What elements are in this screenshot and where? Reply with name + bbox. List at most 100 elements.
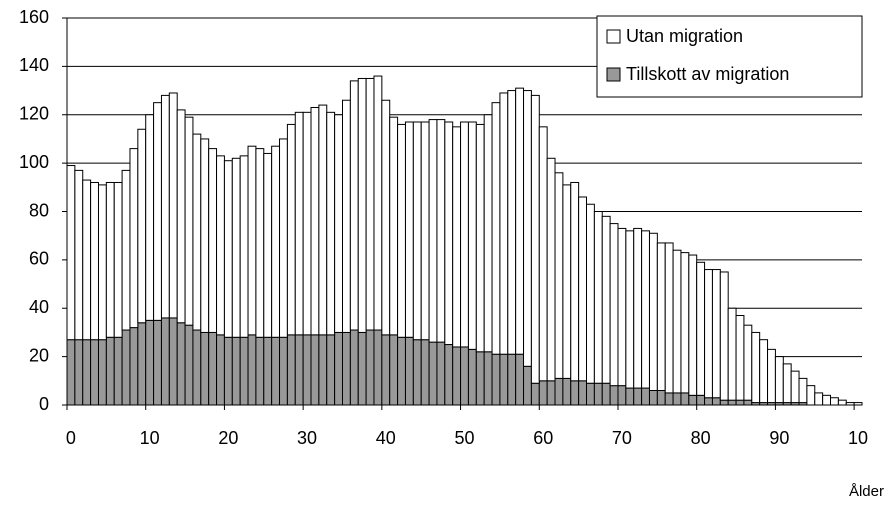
bar-segment [279,336,288,406]
bar-segment [82,339,92,406]
x-tick-label: 90 [769,428,789,448]
bar-segment [318,104,328,336]
x-tick-label: 80 [691,428,711,448]
bar-segment [208,148,218,333]
x-tick-label: 70 [612,428,632,448]
bar-segment [428,119,438,343]
bar-segment [727,307,737,401]
bar-segment [711,397,721,406]
bar-segment [491,102,501,355]
bar-segment [625,387,635,406]
x-tick-label: 50 [454,428,474,448]
bar-segment [231,336,241,406]
bar-segment [751,331,761,404]
bar-segment [279,138,288,338]
bar-segment [216,155,225,336]
bar-segment [192,329,202,406]
bar-segment [153,102,162,321]
bar-segment [153,319,162,406]
bar-segment [373,75,383,331]
bar-segment [460,121,469,348]
bar-segment [562,184,572,379]
x-tick-label: 60 [533,428,553,448]
bar-segment [719,399,729,406]
bar-segment [680,392,690,406]
bar-segment [735,399,745,406]
bar-segment [310,334,320,406]
x-tick-label: 10 [848,428,868,448]
bar-segment [570,380,580,406]
bar-segment [609,223,619,387]
bar-segment [397,123,406,338]
bar-segment [404,121,414,338]
bar-segment [759,339,769,404]
bar-segment [137,322,147,406]
bar-segment [806,385,816,406]
bar-segment [341,331,351,406]
bar-segment [436,341,446,406]
bar-segment [389,116,399,336]
bar-segment [593,211,603,384]
bar-segment [507,90,517,355]
bar-segment [586,203,595,384]
bar-segment [192,133,202,331]
bar-segment [168,92,178,319]
bar-segment [475,351,485,406]
bar-segment [727,399,737,406]
bar-segment [286,334,296,406]
bar-segment [389,334,399,406]
bar-segment [381,99,391,336]
bar-segment [617,385,627,406]
y-tick-label: 80 [29,200,49,220]
bar-segment [263,336,273,406]
bar-segment [633,387,643,406]
bar-segment [184,324,194,406]
bar-segment [530,382,540,406]
x-tick-label: 0 [66,428,76,448]
bar-segment [294,111,304,336]
bar-segment [704,397,713,406]
bar-segment [664,242,674,394]
bar-segment [601,215,611,384]
bar-segment [538,380,548,406]
bar-segment [790,370,800,404]
bar-segment [452,126,462,348]
bar-segment [688,254,698,396]
x-tick-label: 10 [140,428,160,448]
bar-segment [381,334,391,406]
bar-segment [145,319,155,406]
bar-segment [113,336,123,406]
bar-segment [814,392,824,406]
bar-segment [483,114,493,353]
bar-segment [672,249,682,394]
bar-segment [349,80,359,331]
bar-segment [208,331,218,406]
bar-segment [255,336,265,406]
bar-segment [310,106,320,336]
bar-segment [271,336,281,406]
bar-segment [74,339,84,406]
y-tick-label: 20 [29,345,49,365]
bar-segment [475,123,485,353]
bar-segment [696,261,706,396]
bar-segment [656,242,666,391]
bar-segment [184,116,194,326]
bar-segment [696,394,706,406]
bar-segment [767,348,776,404]
bar-segment [467,121,477,350]
bar-segment [672,392,682,406]
bar-segment [530,94,540,384]
bar-segment [271,145,281,338]
bar-segment [365,77,375,331]
legend-label: Utan migration [626,26,743,46]
bar-segment [420,121,430,341]
bar-segment [499,92,509,355]
bar-segment [483,351,493,406]
bar-segment [578,380,588,406]
bar-segment [200,331,210,406]
bar-segment [460,346,469,406]
bar-segment [412,339,422,406]
bar-segment [286,123,296,336]
legend-swatch [606,29,621,44]
